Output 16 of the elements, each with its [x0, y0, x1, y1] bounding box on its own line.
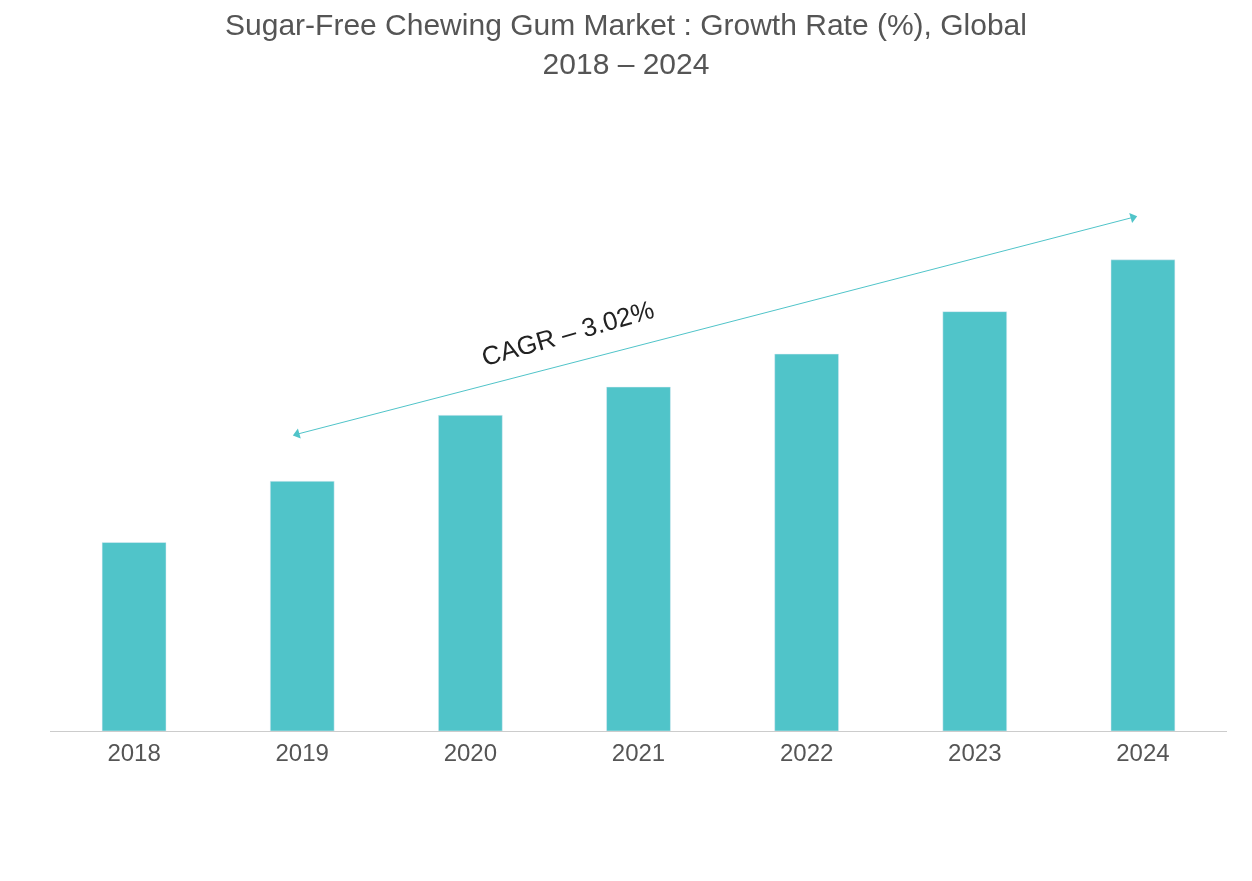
bar [438, 415, 503, 731]
x-tick-label: 2020 [443, 738, 498, 766]
x-tick-label: 2021 [611, 738, 666, 766]
x-tick-label: 2023 [948, 738, 1002, 766]
x-tick-label: 2019 [275, 738, 329, 766]
bar [270, 481, 335, 731]
bar [606, 386, 671, 731]
bar [1110, 259, 1176, 731]
x-tick-label: 2018 [107, 738, 161, 766]
bar [101, 542, 167, 731]
annotation: CAGR – 3.02% [478, 294, 658, 372]
chart-title: Sugar-Free Chewing Gum Market : Growth Rate (%), Global 2018 – 2024 [225, 8, 1027, 81]
x-tick-label: 2022 [779, 738, 834, 766]
bar [942, 311, 1007, 731]
x-tick-label: 2024 [1116, 738, 1170, 766]
bar [774, 353, 839, 731]
